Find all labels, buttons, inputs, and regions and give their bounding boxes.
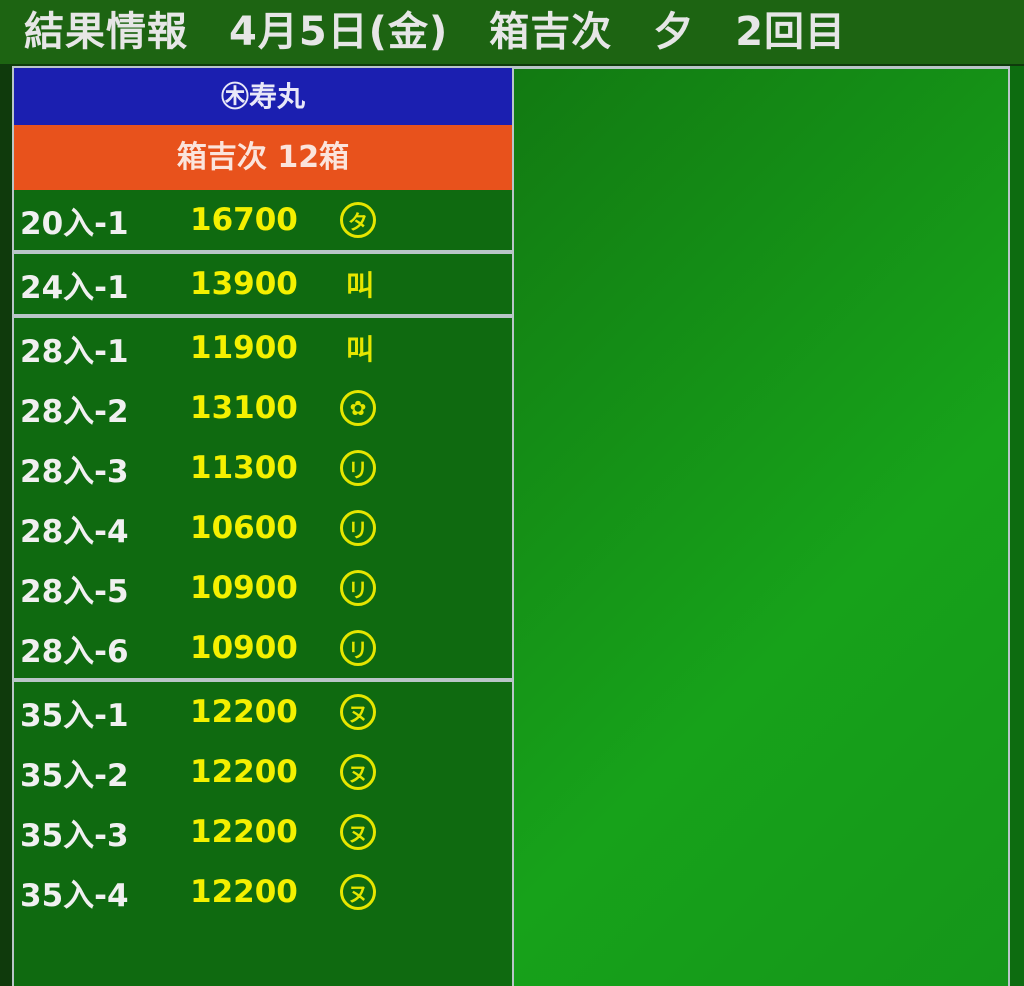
result-row: 28入-2 13100 ✿ [14,378,512,438]
price-value: 12200 [190,874,298,910]
grade-label: 28入-3 [20,453,129,490]
result-group: 35入-1 12200 ヌ 35入-2 12200 ヌ 35入-3 12200 ヌ 35入-4 12… [14,682,512,922]
lot-summary: 箱吉次 12箱 [14,125,512,190]
circled-flower-icon: ✿ [340,390,376,426]
result-group: 28入-1 11900 叫 28入-2 13100 ✿ 28入-3 11300 リ 28入-4 10… [14,318,512,682]
grade-label: 20入-1 [20,205,129,242]
grade-label: 28入-1 [20,333,129,370]
result-row: 28入-6 10900 リ [14,618,512,678]
result-row: 24入-1 13900 叫 [14,254,512,314]
result-row: 35入-4 12200 ヌ [14,862,512,922]
buyer-mark-icon: 叫 [345,333,374,366]
circled-ta-icon: タ [340,202,376,238]
price-value: 13900 [190,266,298,302]
grade-label: 35入-1 [20,697,129,734]
result-row: 35入-2 12200 ヌ [14,742,512,802]
grade-label: 35入-3 [20,817,129,854]
empty-panel [514,66,1010,986]
circled-nu-icon: ヌ [340,874,376,910]
circled-ri-icon: リ [340,510,376,546]
price-value: 11300 [190,450,298,486]
grade-label: 28入-5 [20,573,129,610]
page-title: 結果情報 4月5日(金) 箱吉次 夕 2回目 [0,0,1024,64]
price-value: 13100 [190,390,298,426]
price-value: 12200 [190,814,298,850]
price-value: 12200 [190,754,298,790]
price-value: 10600 [190,510,298,546]
circled-ri-icon: リ [340,450,376,486]
circled-nu-icon: ヌ [340,754,376,790]
price-value: 16700 [190,202,298,238]
circled-nu-icon: ヌ [340,694,376,730]
result-row: 28入-1 11900 叫 [14,318,512,378]
result-row: 35入-3 12200 ヌ [14,802,512,862]
result-row: 28入-4 10600 リ [14,498,512,558]
price-value: 10900 [190,570,298,606]
circled-ri-icon: リ [340,630,376,666]
grade-label: 28入-4 [20,513,129,550]
buyer-name: ㊍寿丸 [14,68,512,125]
price-value: 10900 [190,630,298,666]
buyer-mark-icon: 叫 [345,269,374,302]
circled-nu-icon: ヌ [340,814,376,850]
result-list: 20入-1 16700 タ 24入-1 13900 叫 28入-1 11900 叫 28入-2 13… [14,190,512,922]
result-panel: ㊍寿丸 箱吉次 12箱 20入-1 16700 タ 24入-1 13900 叫 28入-1 1… [12,66,514,986]
result-row: 20入-1 16700 タ [14,190,512,250]
next-panel-edge [1010,66,1024,986]
grade-label: 24入-1 [20,269,129,306]
result-group: 20入-1 16700 タ [14,190,512,254]
price-value: 11900 [190,330,298,366]
result-row: 28入-5 10900 リ [14,558,512,618]
result-row: 35入-1 12200 ヌ [14,682,512,742]
grade-label: 35入-4 [20,877,129,914]
result-row: 28入-3 11300 リ [14,438,512,498]
grade-label: 28入-2 [20,393,129,430]
grade-label: 28入-6 [20,633,129,670]
price-value: 12200 [190,694,298,730]
grade-label: 35入-2 [20,757,129,794]
result-group: 24入-1 13900 叫 [14,254,512,318]
circled-ri-icon: リ [340,570,376,606]
